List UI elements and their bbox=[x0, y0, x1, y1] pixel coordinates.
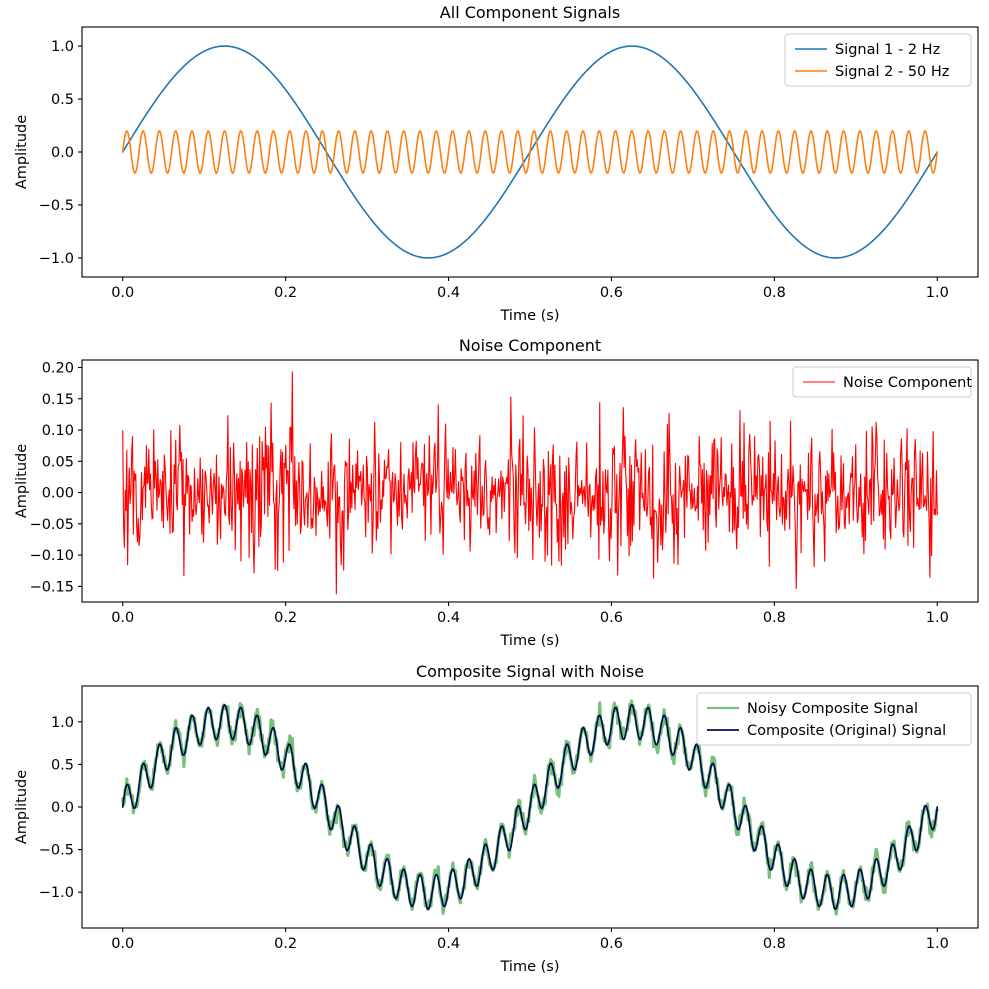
y-tick-label: 0.5 bbox=[51, 92, 74, 108]
x-tick-label: 0.8 bbox=[763, 285, 786, 301]
legend-label: Signal 1 - 2 Hz bbox=[835, 42, 940, 58]
x-tick-label: 0.2 bbox=[274, 610, 297, 626]
x-tick-label: 0.8 bbox=[763, 936, 786, 952]
plot-canvas-3: Composite Signal with Noise 0.0 0.2 0.4 0.6 0… bbox=[14, 662, 979, 975]
plot-area bbox=[121, 699, 939, 916]
plot-area bbox=[121, 45, 939, 259]
x-tick-label: 1.0 bbox=[926, 610, 949, 626]
x-axis-label: Time (s) bbox=[500, 308, 560, 324]
legend-box bbox=[792, 366, 972, 398]
series-line bbox=[122, 371, 938, 595]
legend-label: Noise Component bbox=[843, 375, 972, 391]
legend-label: Noisy Composite Signal bbox=[747, 701, 918, 717]
y-tick-label: 0.5 bbox=[51, 757, 74, 773]
x-tick-label: 0.6 bbox=[600, 610, 623, 626]
y-tick-label: −0.5 bbox=[39, 198, 74, 214]
legend: Noise Component bbox=[792, 366, 972, 398]
y-tick-label: −0.15 bbox=[30, 579, 74, 595]
x-tick-label: 0.4 bbox=[437, 285, 460, 301]
x-tick-label: 0.2 bbox=[274, 936, 297, 952]
plot-canvas-2: Noise Component 0.0 0.2 0.4 0.6 0.8 1.0 −0.15 −0… bbox=[14, 336, 979, 649]
plot-area bbox=[122, 371, 938, 595]
x-tick-label: 0.4 bbox=[437, 936, 460, 952]
y-tick-label: 0.10 bbox=[42, 423, 74, 439]
axes-frame bbox=[81, 359, 979, 603]
subplot-title: Noise Component bbox=[459, 336, 601, 355]
legend: Noisy Composite Signal Composite (Origina… bbox=[696, 692, 972, 746]
y-axis-label: Amplitude bbox=[14, 115, 30, 189]
y-tick-label: 0.15 bbox=[42, 392, 74, 408]
legend: Signal 1 - 2 Hz Signal 2 - 50 Hz bbox=[784, 33, 972, 87]
x-tick-label: 0.6 bbox=[600, 936, 623, 952]
y-tick-label: 0.00 bbox=[42, 486, 74, 502]
x-axis-label: Time (s) bbox=[500, 959, 560, 975]
y-tick-label: 0.0 bbox=[51, 800, 74, 816]
subplot-composite-signal-with-noise: Composite Signal with Noise 0.0 0.2 0.4 0.6 0… bbox=[0, 650, 989, 989]
y-tick-label: −0.5 bbox=[39, 843, 74, 859]
legend-label: Signal 2 - 50 Hz bbox=[835, 64, 949, 80]
y-tick-label: −0.05 bbox=[30, 517, 74, 533]
x-tick-label: 0.0 bbox=[111, 936, 134, 952]
x-tick-label: 1.0 bbox=[926, 936, 949, 952]
x-axis-label: Time (s) bbox=[500, 633, 560, 649]
plot-canvas-1: All Component Signals 0.0 0.2 0.4 0.6 0.8 1.0 −… bbox=[14, 3, 979, 324]
series-line bbox=[121, 130, 939, 174]
subplot-noise-component: Noise Component 0.0 0.2 0.4 0.6 0.8 1.0 −0.15 −0… bbox=[0, 325, 989, 649]
legend-box bbox=[696, 692, 972, 746]
y-tick-label: 1.0 bbox=[51, 715, 74, 731]
x-tick-label: 1.0 bbox=[926, 285, 949, 301]
x-tick-label: 0.6 bbox=[600, 285, 623, 301]
y-tick-label: 0.05 bbox=[42, 454, 74, 470]
y-tick-label: 0.0 bbox=[51, 145, 74, 161]
subplot-title: All Component Signals bbox=[440, 3, 620, 22]
legend-label: Composite (Original) Signal bbox=[747, 723, 946, 739]
series-line bbox=[121, 703, 939, 911]
x-tick-label: 0.4 bbox=[437, 610, 460, 626]
y-tick-label: 1.0 bbox=[51, 39, 74, 55]
y-tick-label: −0.10 bbox=[30, 548, 74, 564]
y-tick-label: 0.20 bbox=[42, 361, 74, 377]
subplot-title: Composite Signal with Noise bbox=[416, 662, 644, 681]
x-tick-label: 0.8 bbox=[763, 610, 786, 626]
x-tick-label: 0.2 bbox=[274, 285, 297, 301]
y-axis-label: Amplitude bbox=[14, 770, 30, 844]
x-tick-label: 0.0 bbox=[111, 610, 134, 626]
y-axis-label: Amplitude bbox=[14, 444, 30, 518]
y-tick-label: −1.0 bbox=[39, 885, 74, 901]
y-tick-label: −1.0 bbox=[39, 251, 74, 267]
subplot-all-component-signals: All Component Signals 0.0 0.2 0.4 0.6 0.8 1.0 −… bbox=[0, 0, 989, 324]
x-tick-label: 0.0 bbox=[111, 285, 134, 301]
legend-box bbox=[784, 33, 972, 87]
